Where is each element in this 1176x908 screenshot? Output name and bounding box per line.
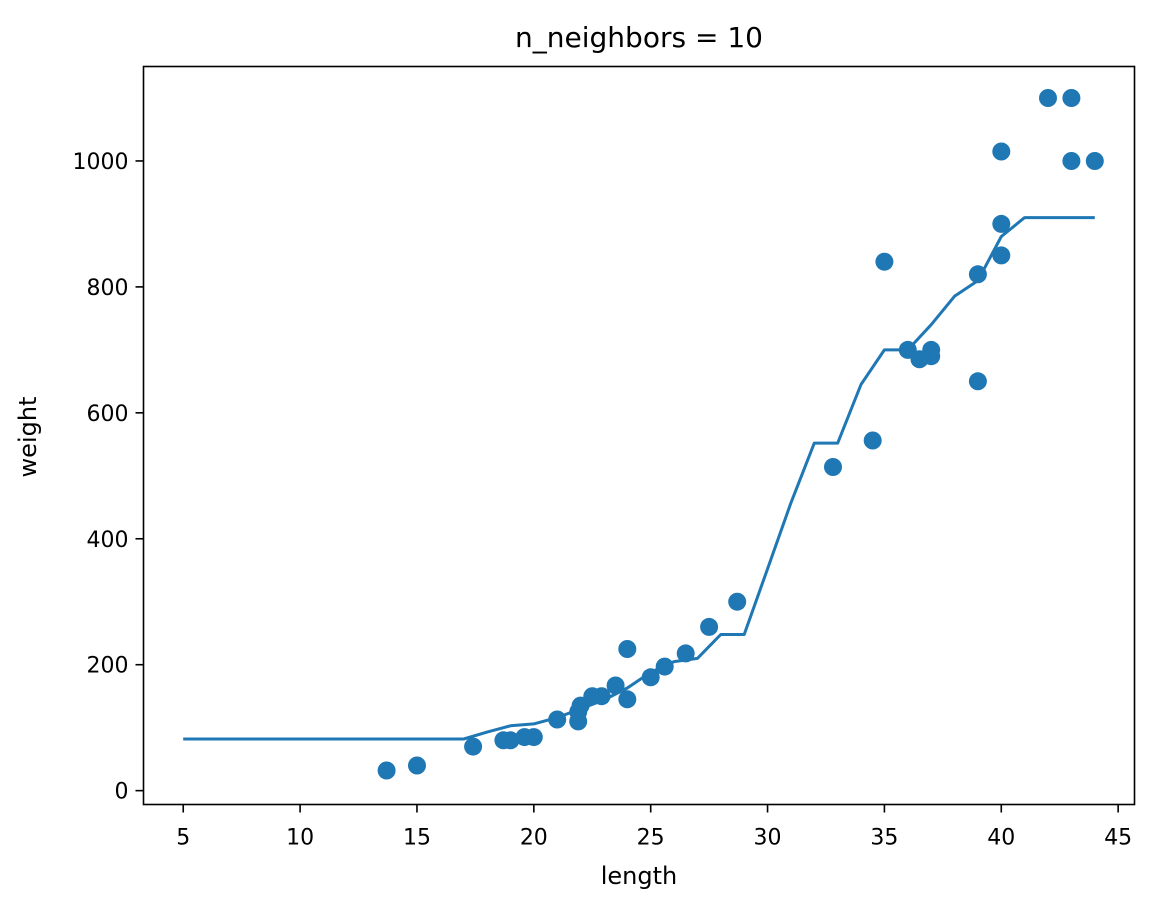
data-point [824,458,842,476]
data-point [1039,89,1057,107]
x-tick-label: 25 [637,826,665,851]
data-point [992,246,1011,265]
data-point [618,640,637,658]
data-point [922,340,941,359]
axes-frame [142,65,1136,806]
data-point [377,761,396,780]
data-point [992,214,1011,233]
chart-title: n_neighbors = 10 [515,21,763,54]
data-point [1062,89,1081,107]
prediction-line [183,216,1095,741]
x-tick-label: 45 [1104,826,1132,851]
data-point [863,431,882,450]
data-point [618,690,637,709]
data-point [464,737,483,756]
y-tick-label: 200 [87,654,129,679]
x-tick-label: 20 [520,826,548,851]
y-axis: 0 200 400 600 800 1000 [73,150,144,805]
y-tick-label: 1000 [73,150,129,175]
x-tick-label: 40 [987,826,1015,851]
data-point [524,728,543,747]
y-tick-label: 0 [115,780,129,805]
x-tick-label: 35 [870,826,898,851]
y-tick-label: 600 [87,402,129,427]
y-tick-label: 800 [87,276,129,301]
data-point [501,731,520,750]
x-axis-label: length [601,862,678,890]
y-tick-label: 400 [87,528,129,553]
data-point [968,372,987,391]
data-point [592,687,611,706]
plot-area [183,89,1104,780]
data-point [728,592,747,611]
x-tick-label: 5 [176,826,190,851]
x-tick-label: 15 [403,826,431,851]
x-axis: 5 10 15 20 25 30 35 40 45 [176,804,1132,851]
x-tick-label: 30 [754,826,782,851]
data-point [1085,152,1104,170]
data-point [700,617,719,636]
data-point [641,668,660,687]
x-tick-label: 10 [286,826,314,851]
data-point [992,142,1011,161]
data-point [1062,152,1081,170]
data-point [875,252,894,271]
data-point [408,756,426,775]
y-axis-label: weight [14,397,42,478]
data-point [606,676,625,695]
